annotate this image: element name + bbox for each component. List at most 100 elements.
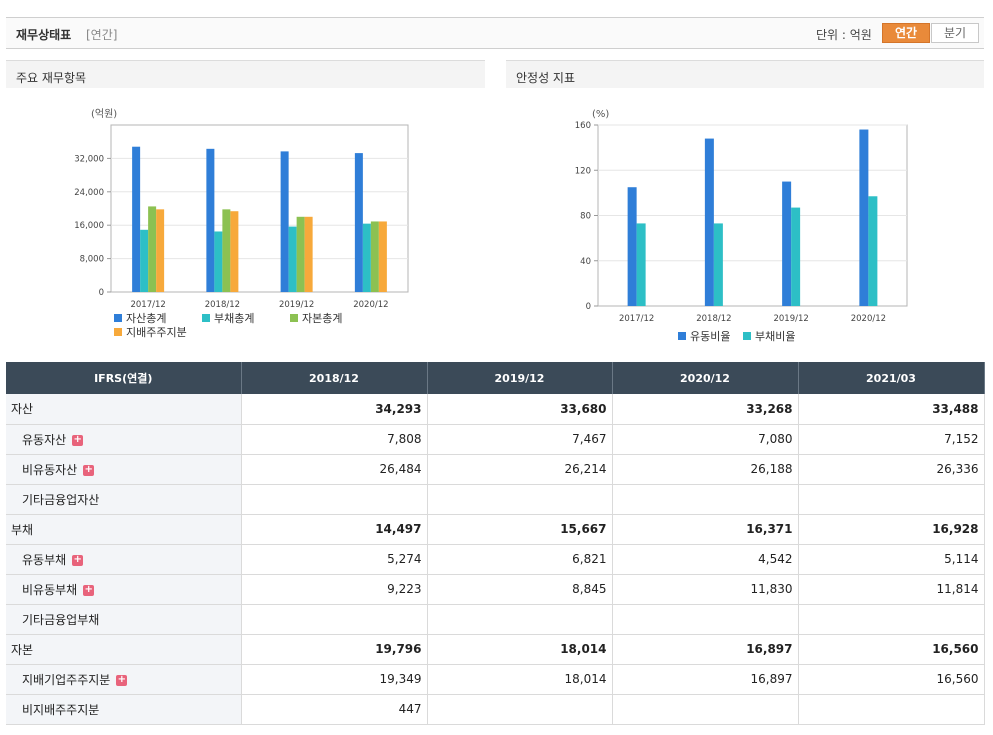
table-row: 비유동자산 +26,484 26,214 26,188 26,336 <box>6 454 985 485</box>
value-cell: 11,830 <box>612 574 799 605</box>
left-panel-title: 주요 재무항목 <box>16 71 87 85</box>
value-cell: 6,821 <box>427 544 613 575</box>
quarter-tab-button[interactable]: 분기 <box>931 23 979 43</box>
value-cell: 5,114 <box>798 544 985 575</box>
row-label-cell[interactable]: 비유동부채 + <box>6 574 242 605</box>
row-label-cell: 자본 <box>6 634 242 665</box>
y-tick-label: 120 <box>575 166 591 176</box>
value-cell: 19,796 <box>241 634 428 665</box>
financial-items-chart: (억원) 0 8,000 16,000 24,000 32,000 2017/12 2018/… <box>74 108 409 339</box>
legend-swatch <box>678 332 686 340</box>
expand-plus-icon[interactable]: + <box>83 463 95 476</box>
expand-plus-icon[interactable]: + <box>72 553 84 566</box>
legend-swatch <box>202 314 210 322</box>
value-cell <box>798 694 985 725</box>
value-cell: 16,371 <box>612 514 799 545</box>
value-cell: 4,542 <box>612 544 799 575</box>
row-label: 지배기업주주지분 <box>22 672 111 687</box>
bar-1 <box>704 138 714 306</box>
balance-sheet-table: IFRS(연결) 2018/12 2019/12 2020/12 2021/03… <box>6 362 985 725</box>
value-cell <box>612 694 799 725</box>
row-label-cell[interactable]: 비유동자산 + <box>6 454 242 485</box>
expand-plus-icon[interactable]: + <box>116 673 128 686</box>
value-cell: 16,928 <box>798 514 985 545</box>
value-cell: 447 <box>241 694 428 725</box>
legend-swatch <box>114 314 122 322</box>
value-cell <box>427 604 613 635</box>
y-tick-label: 80 <box>580 212 591 222</box>
value-cell: 7,152 <box>798 424 985 455</box>
y-axis-label: (%) <box>592 109 609 120</box>
value-cell: 26,188 <box>612 454 799 485</box>
y-tick-label: 16,000 <box>74 221 104 231</box>
value-cell: 16,560 <box>798 634 985 665</box>
bar-2 <box>713 223 723 306</box>
y-tick-label: 0 <box>586 302 591 312</box>
row-label-cell: 비지배주주지분 <box>6 694 242 725</box>
value-cell <box>798 604 985 635</box>
table-row: 비유동부채 +9,223 8,845 11,830 11,814 <box>6 574 985 605</box>
value-cell: 11,814 <box>798 574 985 605</box>
row-label-cell: 기타금융업자산 <box>6 484 242 515</box>
bar-3 <box>148 206 157 292</box>
table-row: 지배기업주주지분 +19,349 18,014 16,897 16,560 <box>6 664 985 695</box>
x-tick-label: 2017/12 <box>130 300 165 310</box>
value-cell <box>612 484 799 515</box>
bar-3 <box>222 209 231 292</box>
y-tick-label: 160 <box>575 121 591 131</box>
expand-plus-icon[interactable]: + <box>83 583 95 596</box>
value-cell: 16,897 <box>612 634 799 665</box>
table-row: 기타금융업자산 <box>6 484 985 515</box>
bar-1 <box>354 153 363 292</box>
table-header-row: IFRS(연결) 2018/12 2019/12 2020/12 2021/03 <box>6 362 985 394</box>
bar-4 <box>230 211 239 292</box>
bar-1 <box>627 187 637 306</box>
legend-swatch <box>114 328 122 336</box>
x-tick-label: 2018/12 <box>696 314 731 324</box>
row-label: 기타금융업자산 <box>22 492 100 507</box>
bar-1 <box>859 129 869 306</box>
value-cell: 33,268 <box>612 394 799 425</box>
value-cell: 16,897 <box>612 664 799 695</box>
x-tick-label: 2018/12 <box>205 300 240 310</box>
bar-1 <box>132 146 141 292</box>
row-label-cell[interactable]: 지배기업주주지분 + <box>6 664 242 695</box>
row-label-cell[interactable]: 유동자산 + <box>6 424 242 455</box>
expand-plus-icon[interactable]: + <box>72 433 84 446</box>
bar-1 <box>280 151 289 292</box>
value-cell: 19,349 <box>241 664 428 695</box>
value-cell <box>241 484 428 515</box>
value-cell: 34,293 <box>241 394 428 425</box>
annual-tab-button[interactable]: 연간 <box>882 23 930 43</box>
value-cell: 33,488 <box>798 394 985 425</box>
table-row: 유동자산 +7,808 7,467 7,080 7,152 <box>6 424 985 455</box>
row-label-cell[interactable]: 유동부채 + <box>6 544 242 575</box>
value-cell: 8,845 <box>427 574 613 605</box>
legend-label: 지배주주지분 <box>126 326 187 339</box>
legend-label: 자산총계 <box>126 312 166 325</box>
bar-2 <box>868 196 878 306</box>
bar-2 <box>791 207 801 306</box>
row-label-cell: 기타금융업부채 <box>6 604 242 635</box>
bar-4 <box>304 216 313 292</box>
table-row: 유동부채 +5,274 6,821 4,542 5,114 <box>6 544 985 575</box>
value-cell: 16,560 <box>798 664 985 695</box>
value-cell <box>427 694 613 725</box>
bar-2 <box>140 229 149 292</box>
value-cell: 18,014 <box>427 634 613 665</box>
bar-4 <box>378 221 387 292</box>
bar-3 <box>370 221 379 292</box>
value-cell: 26,484 <box>241 454 428 485</box>
bar-2 <box>362 223 371 292</box>
value-cell <box>612 604 799 635</box>
row-label: 자본 <box>11 642 34 657</box>
col-header-basis: IFRS(연결) <box>6 362 242 394</box>
legend-label: 자본총계 <box>302 312 342 325</box>
table-row: 비지배주주지분 447 <box>6 694 985 725</box>
row-label: 자산 <box>11 402 34 417</box>
value-cell: 15,667 <box>427 514 613 545</box>
right-panel-header: 안정성 지표 <box>506 60 984 88</box>
value-cell: 7,808 <box>241 424 428 455</box>
bar-1 <box>206 148 215 292</box>
row-label: 비유동부채 <box>22 582 78 597</box>
